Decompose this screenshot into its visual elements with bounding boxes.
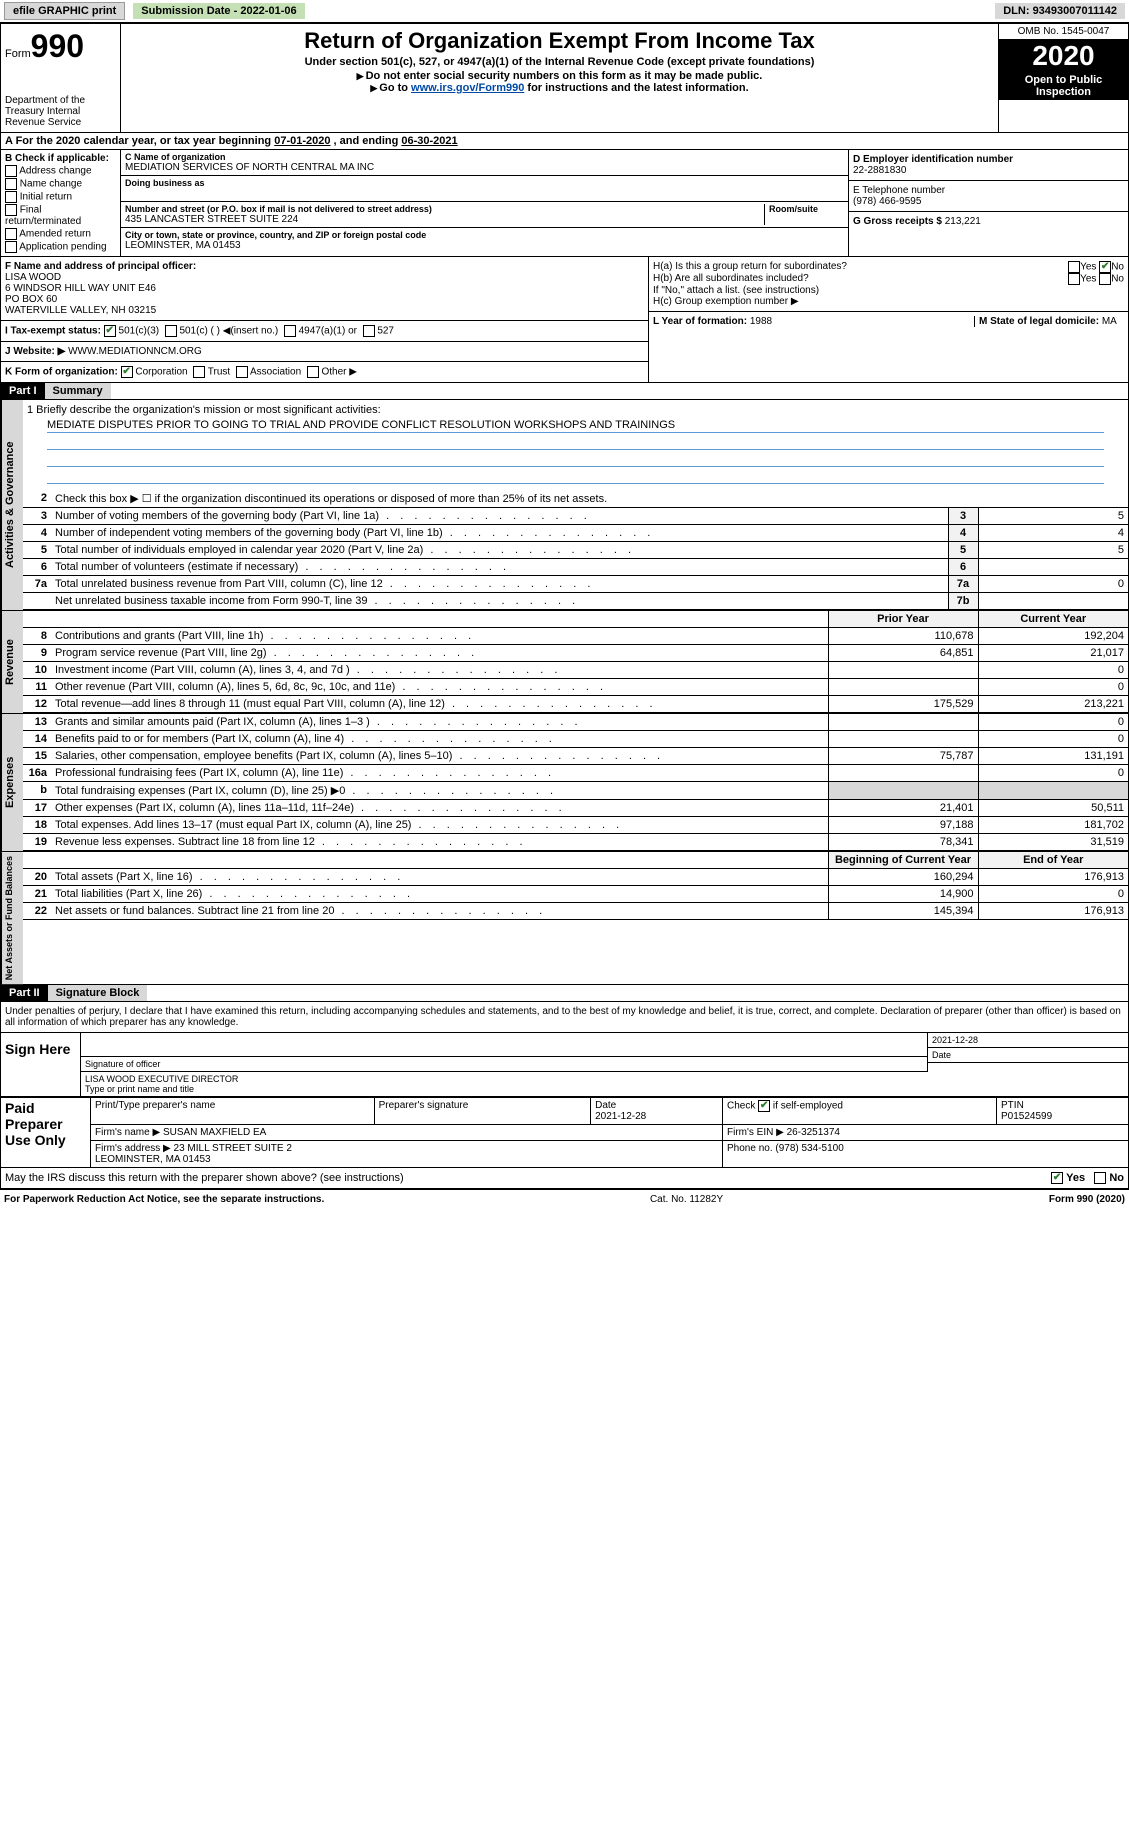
- part-2-bar: Part IISignature Block: [0, 985, 1129, 1002]
- cb-ha-no[interactable]: [1099, 261, 1111, 273]
- firm-address: 23 MILL STREET SUITE 2: [174, 1143, 292, 1154]
- summary-revenue: Revenue Prior YearCurrent Year 8Contribu…: [0, 611, 1129, 714]
- cb-initial-return[interactable]: [5, 191, 17, 203]
- table-row: 11Other revenue (Part VIII, column (A), …: [23, 679, 1128, 696]
- year-formed: 1988: [750, 316, 772, 327]
- sig-date: 2021-12-28: [928, 1033, 1128, 1048]
- discuss-row: May the IRS discuss this return with the…: [0, 1168, 1129, 1189]
- cb-501c3[interactable]: [104, 325, 116, 337]
- table-row: 7aTotal unrelated business revenue from …: [23, 576, 1128, 593]
- footer: For Paperwork Reduction Act Notice, see …: [0, 1189, 1129, 1209]
- table-row: 16aProfessional fundraising fees (Part I…: [23, 765, 1128, 782]
- domicile-state: MA: [1102, 316, 1117, 327]
- table-row: 9Program service revenue (Part VIII, lin…: [23, 645, 1128, 662]
- cb-trust[interactable]: [193, 366, 205, 378]
- table-row: bTotal fundraising expenses (Part IX, co…: [23, 782, 1128, 800]
- cb-address-change[interactable]: [5, 165, 17, 177]
- form-header: Form990 Department of the Treasury Inter…: [0, 23, 1129, 133]
- ptin: P01524599: [1001, 1111, 1052, 1122]
- signature-block: Under penalties of perjury, I declare th…: [0, 1002, 1129, 1097]
- summary-governance: Activities & Governance 1 Briefly descri…: [0, 400, 1129, 611]
- cb-amended[interactable]: [5, 228, 17, 240]
- cb-527[interactable]: [363, 325, 375, 337]
- cb-app-pending[interactable]: [5, 241, 17, 253]
- efile-button[interactable]: efile GRAPHIC print: [4, 2, 125, 20]
- table-row: 10Investment income (Part VIII, column (…: [23, 662, 1128, 679]
- dln: DLN: 93493007011142: [995, 3, 1125, 19]
- cb-self-employed[interactable]: [758, 1100, 770, 1112]
- org-city: LEOMINSTER, MA 01453: [125, 240, 844, 251]
- form-title: Return of Organization Exempt From Incom…: [125, 28, 994, 54]
- website: WWW.MEDIATIONNCM.ORG: [68, 346, 202, 357]
- table-row: 5Total number of individuals employed in…: [23, 542, 1128, 559]
- top-bar: efile GRAPHIC print Submission Date - 20…: [0, 0, 1129, 23]
- prep-date: 2021-12-28: [595, 1111, 646, 1122]
- table-row: 8Contributions and grants (Part VIII, li…: [23, 628, 1128, 645]
- summary-expenses: Expenses 13Grants and similar amounts pa…: [0, 714, 1129, 852]
- omb-number: OMB No. 1545-0047: [999, 24, 1128, 40]
- table-row: 17Other expenses (Part IX, column (A), l…: [23, 800, 1128, 817]
- form-number: 990: [31, 28, 84, 64]
- cb-hb-no[interactable]: [1099, 273, 1111, 285]
- table-row: 18Total expenses. Add lines 13–17 (must …: [23, 817, 1128, 834]
- cb-ha-yes[interactable]: [1068, 261, 1080, 273]
- mission-text: MEDIATE DISPUTES PRIOR TO GOING TO TRIAL…: [47, 418, 1104, 433]
- table-row: 15Salaries, other compensation, employee…: [23, 748, 1128, 765]
- irs-link[interactable]: www.irs.gov/Form990: [411, 82, 524, 94]
- table-row: 19Revenue less expenses. Subtract line 1…: [23, 834, 1128, 851]
- summary-net-assets: Net Assets or Fund Balances Beginning of…: [0, 852, 1129, 985]
- tax-year: 2020: [999, 40, 1128, 72]
- table-row: 3Number of voting members of the governi…: [23, 508, 1128, 525]
- table-row: Net unrelated business taxable income fr…: [23, 593, 1128, 610]
- cb-final-return[interactable]: [5, 204, 17, 216]
- firm-ein: 26-3251374: [787, 1127, 840, 1138]
- cb-assoc[interactable]: [236, 366, 248, 378]
- form-prefix: Form: [5, 48, 31, 60]
- cb-discuss-no[interactable]: [1094, 1172, 1106, 1184]
- gross-receipts: 213,221: [945, 216, 981, 227]
- ein: 22-2881830: [853, 165, 1124, 176]
- form-subtitle: Under section 501(c), 527, or 4947(a)(1)…: [125, 56, 994, 68]
- section-bcdeg: B Check if applicable: Address change Na…: [0, 150, 1129, 257]
- submission-date: Submission Date - 2022-01-06: [133, 3, 304, 19]
- table-row: 6Total number of volunteers (estimate if…: [23, 559, 1128, 576]
- col-b-checkboxes: B Check if applicable: Address change Na…: [1, 150, 121, 256]
- cb-501c[interactable]: [165, 325, 177, 337]
- section-fhijk: F Name and address of principal officer:…: [0, 257, 1129, 383]
- table-row: 13Grants and similar amounts paid (Part …: [23, 714, 1128, 731]
- cb-discuss-yes[interactable]: [1051, 1172, 1063, 1184]
- officer-name: LISA WOOD: [5, 272, 644, 283]
- cb-other[interactable]: [307, 366, 319, 378]
- org-address: 435 LANCASTER STREET SUITE 224: [125, 214, 764, 225]
- cb-name-change[interactable]: [5, 178, 17, 190]
- table-row: 14Benefits paid to or for members (Part …: [23, 731, 1128, 748]
- cb-4947[interactable]: [284, 325, 296, 337]
- open-inspection: Open to Public Inspection: [999, 72, 1128, 100]
- ssn-note: Do not enter social security numbers on …: [125, 70, 994, 82]
- table-row: 20Total assets (Part X, line 16)160,2941…: [23, 869, 1128, 886]
- table-row: 22Net assets or fund balances. Subtract …: [23, 903, 1128, 920]
- firm-phone: (978) 534-5100: [775, 1143, 843, 1154]
- cb-corp[interactable]: [121, 366, 133, 378]
- paid-preparer: Paid Preparer Use Only Print/Type prepar…: [0, 1097, 1129, 1168]
- cb-hb-yes[interactable]: [1068, 273, 1080, 285]
- table-row: 12Total revenue—add lines 8 through 11 (…: [23, 696, 1128, 713]
- org-name: MEDIATION SERVICES OF NORTH CENTRAL MA I…: [125, 162, 844, 173]
- dept-label: Department of the Treasury Internal Reve…: [5, 95, 116, 128]
- table-row: 21Total liabilities (Part X, line 26)14,…: [23, 886, 1128, 903]
- part-1-bar: Part ISummary: [0, 383, 1129, 400]
- firm-name: SUSAN MAXFIELD EA: [163, 1127, 266, 1138]
- table-row: 4Number of independent voting members of…: [23, 525, 1128, 542]
- row-a-tax-year: A For the 2020 calendar year, or tax yea…: [0, 133, 1129, 150]
- phone: (978) 466-9595: [853, 196, 1124, 207]
- officer-print-name: LISA WOOD EXECUTIVE DIRECTOR: [85, 1074, 1124, 1084]
